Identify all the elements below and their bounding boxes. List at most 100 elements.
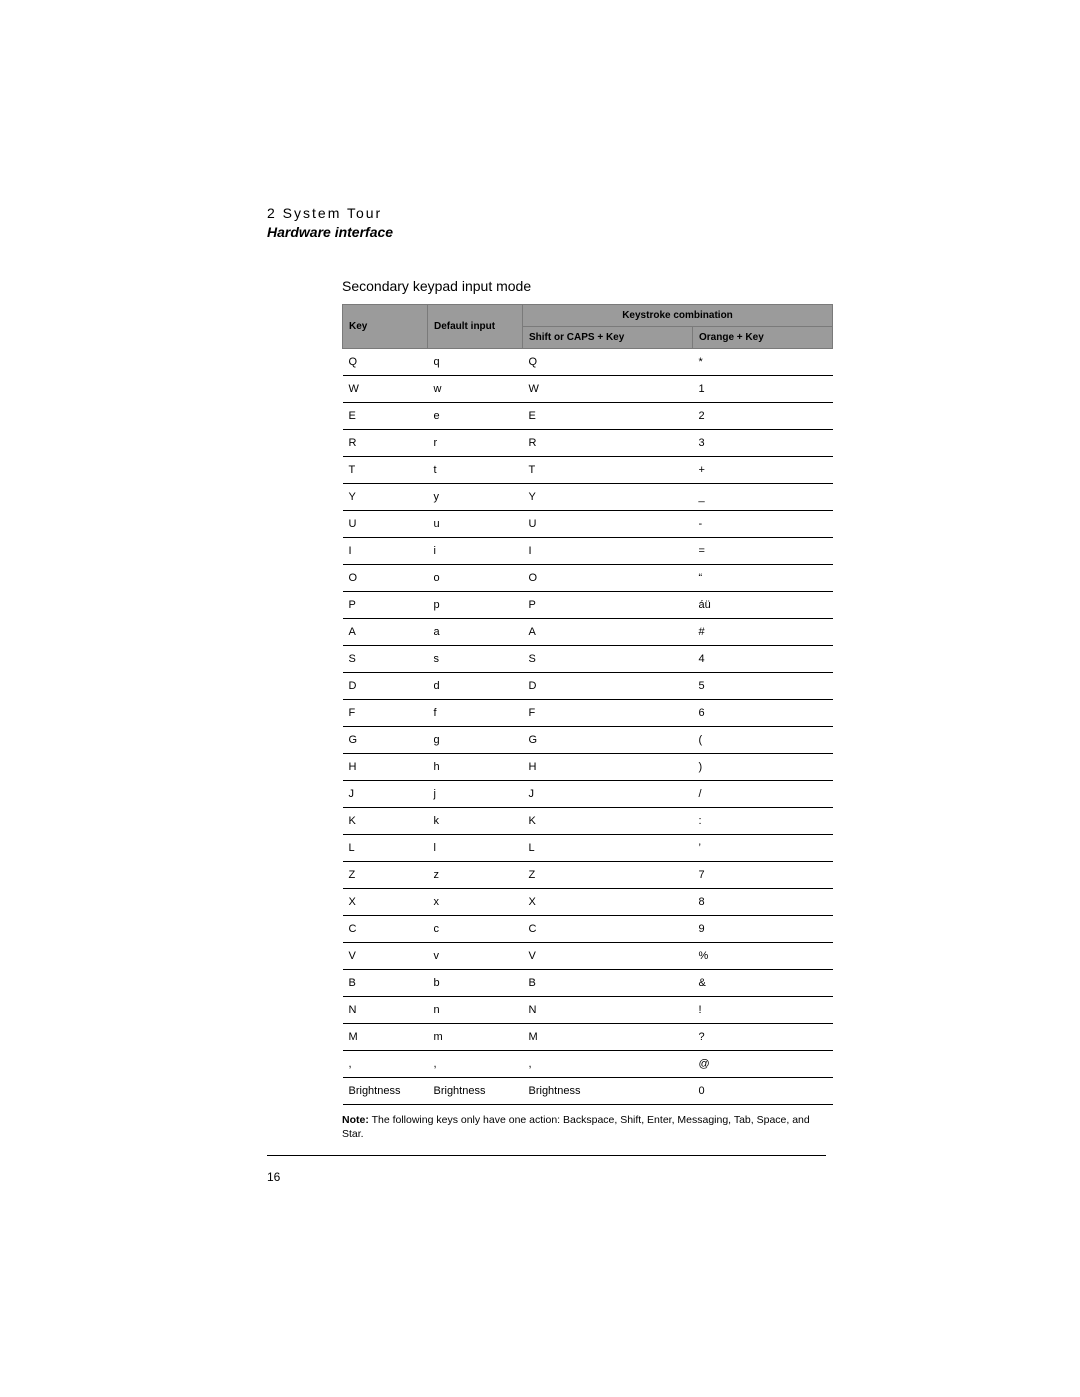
cell-orange: &: [693, 970, 833, 997]
section-heading: Hardware interface: [267, 224, 826, 240]
table-row: ,,,@: [343, 1051, 833, 1078]
cell-key: K: [343, 808, 428, 835]
note-text: The following keys only have one action:…: [342, 1114, 810, 1140]
cell-key: H: [343, 754, 428, 781]
th-default-input: Default input: [428, 305, 523, 349]
cell-def: x: [428, 889, 523, 916]
cell-shift: K: [523, 808, 693, 835]
cell-def: w: [428, 376, 523, 403]
table-row: UuU-: [343, 511, 833, 538]
cell-key: R: [343, 430, 428, 457]
table-row: BrightnessBrightnessBrightness0: [343, 1078, 833, 1105]
keypad-table-wrap: Key Default input Keystroke combination …: [342, 304, 832, 1105]
cell-key: L: [343, 835, 428, 862]
cell-orange: 1: [693, 376, 833, 403]
cell-def: b: [428, 970, 523, 997]
cell-shift: H: [523, 754, 693, 781]
cell-orange: /: [693, 781, 833, 808]
cell-key: O: [343, 565, 428, 592]
cell-shift: X: [523, 889, 693, 916]
cell-shift: G: [523, 727, 693, 754]
cell-shift: A: [523, 619, 693, 646]
table-row: DdD5: [343, 673, 833, 700]
cell-def: s: [428, 646, 523, 673]
cell-shift: D: [523, 673, 693, 700]
cell-def: c: [428, 916, 523, 943]
note: Note: The following keys only have one a…: [342, 1113, 832, 1141]
cell-def: n: [428, 997, 523, 1024]
cell-orange: *: [693, 349, 833, 376]
cell-orange: 4: [693, 646, 833, 673]
cell-key: Brightness: [343, 1078, 428, 1105]
cell-orange: %: [693, 943, 833, 970]
keypad-table: Key Default input Keystroke combination …: [342, 304, 833, 1105]
cell-shift: P: [523, 592, 693, 619]
cell-key: ,: [343, 1051, 428, 1078]
cell-key: S: [343, 646, 428, 673]
cell-key: V: [343, 943, 428, 970]
cell-def: i: [428, 538, 523, 565]
cell-orange: +: [693, 457, 833, 484]
cell-orange: áü: [693, 592, 833, 619]
cell-orange: 2: [693, 403, 833, 430]
th-shift-caps: Shift or CAPS + Key: [523, 327, 693, 349]
cell-shift: Brightness: [523, 1078, 693, 1105]
cell-orange: 8: [693, 889, 833, 916]
cell-shift: R: [523, 430, 693, 457]
cell-shift: Z: [523, 862, 693, 889]
cell-shift: S: [523, 646, 693, 673]
cell-shift: B: [523, 970, 693, 997]
cell-shift: C: [523, 916, 693, 943]
cell-key: J: [343, 781, 428, 808]
cell-def: t: [428, 457, 523, 484]
cell-key: M: [343, 1024, 428, 1051]
cell-orange: 6: [693, 700, 833, 727]
cell-shift: N: [523, 997, 693, 1024]
table-body: QqQ*WwW1EeE2RrR3TtT+YyY_UuU-IiI=OoO“PpPá…: [343, 349, 833, 1105]
cell-def: l: [428, 835, 523, 862]
cell-def: r: [428, 430, 523, 457]
page-number: 16: [267, 1170, 280, 1184]
cell-orange: ): [693, 754, 833, 781]
cell-orange: =: [693, 538, 833, 565]
cell-key: P: [343, 592, 428, 619]
cell-orange: -: [693, 511, 833, 538]
cell-def: h: [428, 754, 523, 781]
cell-shift: L: [523, 835, 693, 862]
cell-def: v: [428, 943, 523, 970]
cell-orange: (: [693, 727, 833, 754]
cell-def: o: [428, 565, 523, 592]
table-row: PpPáü: [343, 592, 833, 619]
cell-shift: Q: [523, 349, 693, 376]
cell-key: N: [343, 997, 428, 1024]
cell-def: j: [428, 781, 523, 808]
table-row: KkK:: [343, 808, 833, 835]
table-row: SsS4: [343, 646, 833, 673]
cell-shift: Y: [523, 484, 693, 511]
cell-orange: 3: [693, 430, 833, 457]
cell-orange: :: [693, 808, 833, 835]
cell-def: y: [428, 484, 523, 511]
cell-orange: 9: [693, 916, 833, 943]
cell-key: C: [343, 916, 428, 943]
table-row: XxX8: [343, 889, 833, 916]
cell-def: d: [428, 673, 523, 700]
cell-def: k: [428, 808, 523, 835]
cell-shift: O: [523, 565, 693, 592]
cell-key: E: [343, 403, 428, 430]
cell-key: I: [343, 538, 428, 565]
cell-key: D: [343, 673, 428, 700]
cell-shift: V: [523, 943, 693, 970]
cell-key: U: [343, 511, 428, 538]
cell-def: ,: [428, 1051, 523, 1078]
cell-orange: 7: [693, 862, 833, 889]
cell-key: F: [343, 700, 428, 727]
table-row: QqQ*: [343, 349, 833, 376]
cell-key: Q: [343, 349, 428, 376]
table-row: YyY_: [343, 484, 833, 511]
cell-shift: I: [523, 538, 693, 565]
table-row: CcC9: [343, 916, 833, 943]
table-row: HhH): [343, 754, 833, 781]
cell-orange: _: [693, 484, 833, 511]
cell-def: u: [428, 511, 523, 538]
